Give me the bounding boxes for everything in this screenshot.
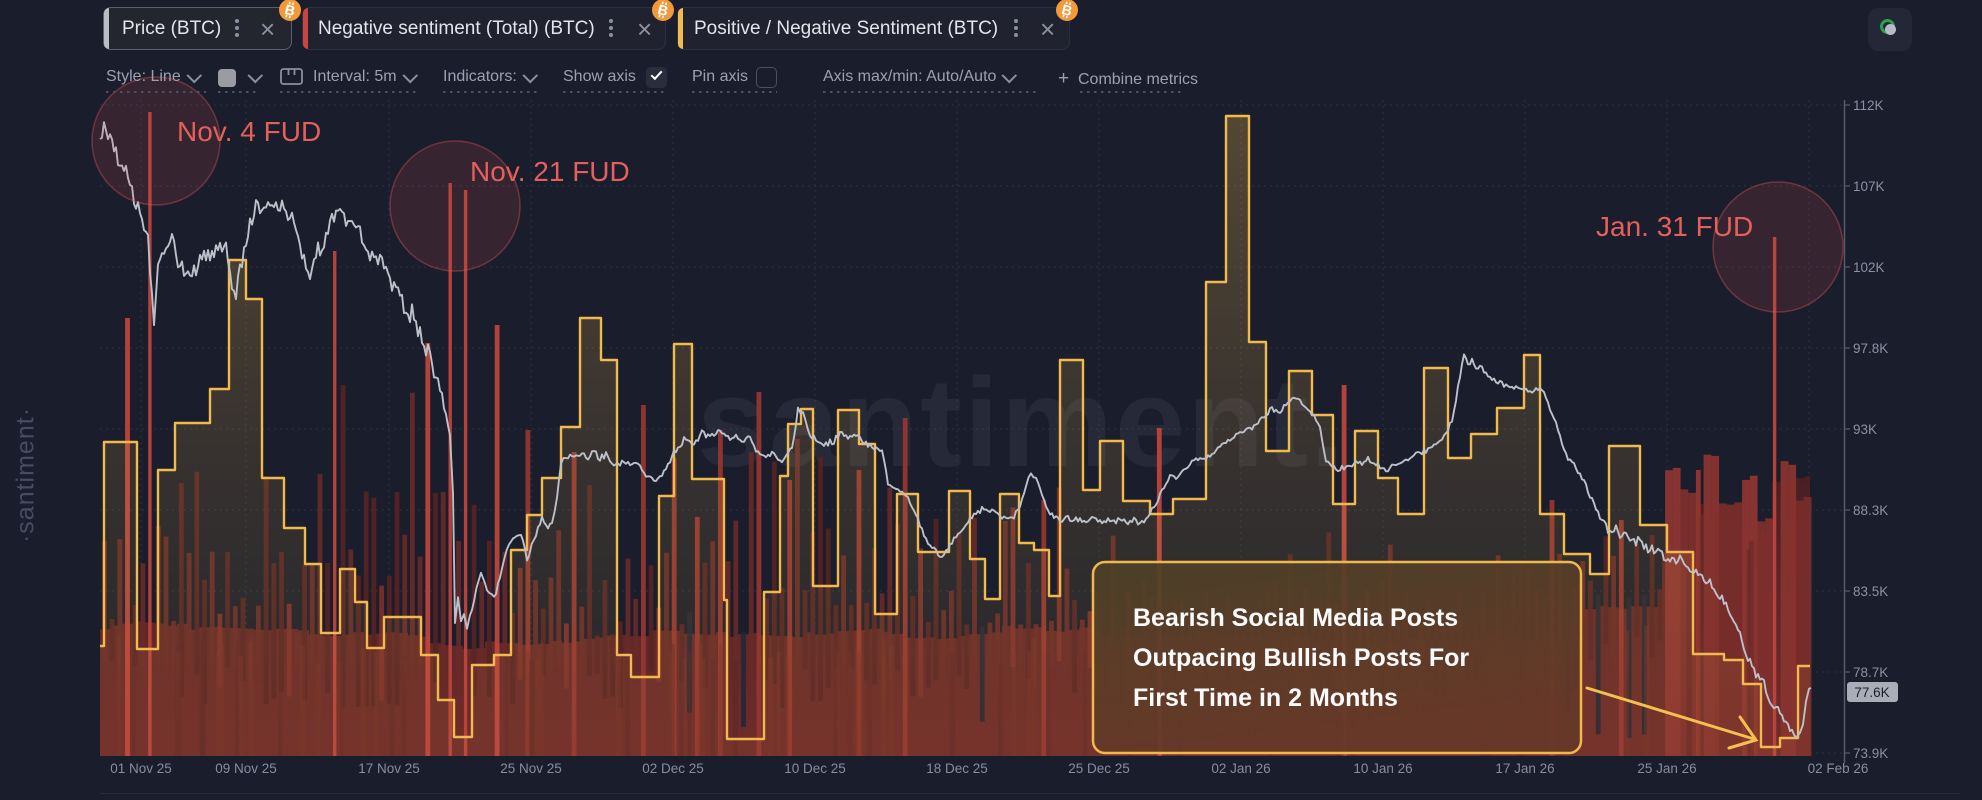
- svg-text:25 Jan 26: 25 Jan 26: [1637, 761, 1696, 776]
- svg-text:Jan. 31 FUD: Jan. 31 FUD: [1596, 211, 1753, 242]
- svg-text:10 Jan 26: 10 Jan 26: [1353, 761, 1412, 776]
- svg-text:25 Nov 25: 25 Nov 25: [500, 761, 562, 776]
- svg-text:First Time in 2 Months: First Time in 2 Months: [1133, 684, 1398, 712]
- svg-text:10 Dec 25: 10 Dec 25: [784, 761, 846, 776]
- svg-text:B: B: [283, 1, 297, 19]
- svg-text:Nov. 4 FUD: Nov. 4 FUD: [177, 116, 321, 147]
- svg-text:01 Nov 25: 01 Nov 25: [110, 761, 172, 776]
- svg-text:Nov. 21 FUD: Nov. 21 FUD: [470, 156, 630, 187]
- svg-text:78.7K: 78.7K: [1853, 665, 1888, 680]
- svg-text:Outpacing Bullish Posts For: Outpacing Bullish Posts For: [1133, 644, 1469, 672]
- svg-text:73.9K: 73.9K: [1853, 746, 1888, 761]
- svg-text:02 Feb 26: 02 Feb 26: [1808, 761, 1869, 776]
- svg-text:112K: 112K: [1853, 98, 1884, 113]
- svg-text:09 Nov 25: 09 Nov 25: [215, 761, 277, 776]
- svg-text:25 Dec 25: 25 Dec 25: [1068, 761, 1130, 776]
- svg-text:B: B: [656, 1, 670, 19]
- svg-text:Bearish Social Media Posts: Bearish Social Media Posts: [1133, 604, 1458, 632]
- svg-text:83.5K: 83.5K: [1853, 584, 1888, 599]
- svg-text:77.6K: 77.6K: [1854, 685, 1889, 700]
- svg-text:02 Jan 26: 02 Jan 26: [1211, 761, 1270, 776]
- svg-text:102K: 102K: [1853, 260, 1885, 275]
- svg-text:18 Dec 25: 18 Dec 25: [926, 761, 988, 776]
- svg-text:88.3K: 88.3K: [1853, 503, 1888, 518]
- svg-text:17 Nov 25: 17 Nov 25: [358, 761, 420, 776]
- svg-text:97.8K: 97.8K: [1853, 341, 1888, 356]
- svg-text:17 Jan 26: 17 Jan 26: [1495, 761, 1554, 776]
- svg-text:107K: 107K: [1853, 179, 1885, 194]
- svg-text:02 Dec 25: 02 Dec 25: [642, 761, 704, 776]
- svg-text:B: B: [1060, 1, 1074, 19]
- svg-text:93K: 93K: [1853, 422, 1877, 437]
